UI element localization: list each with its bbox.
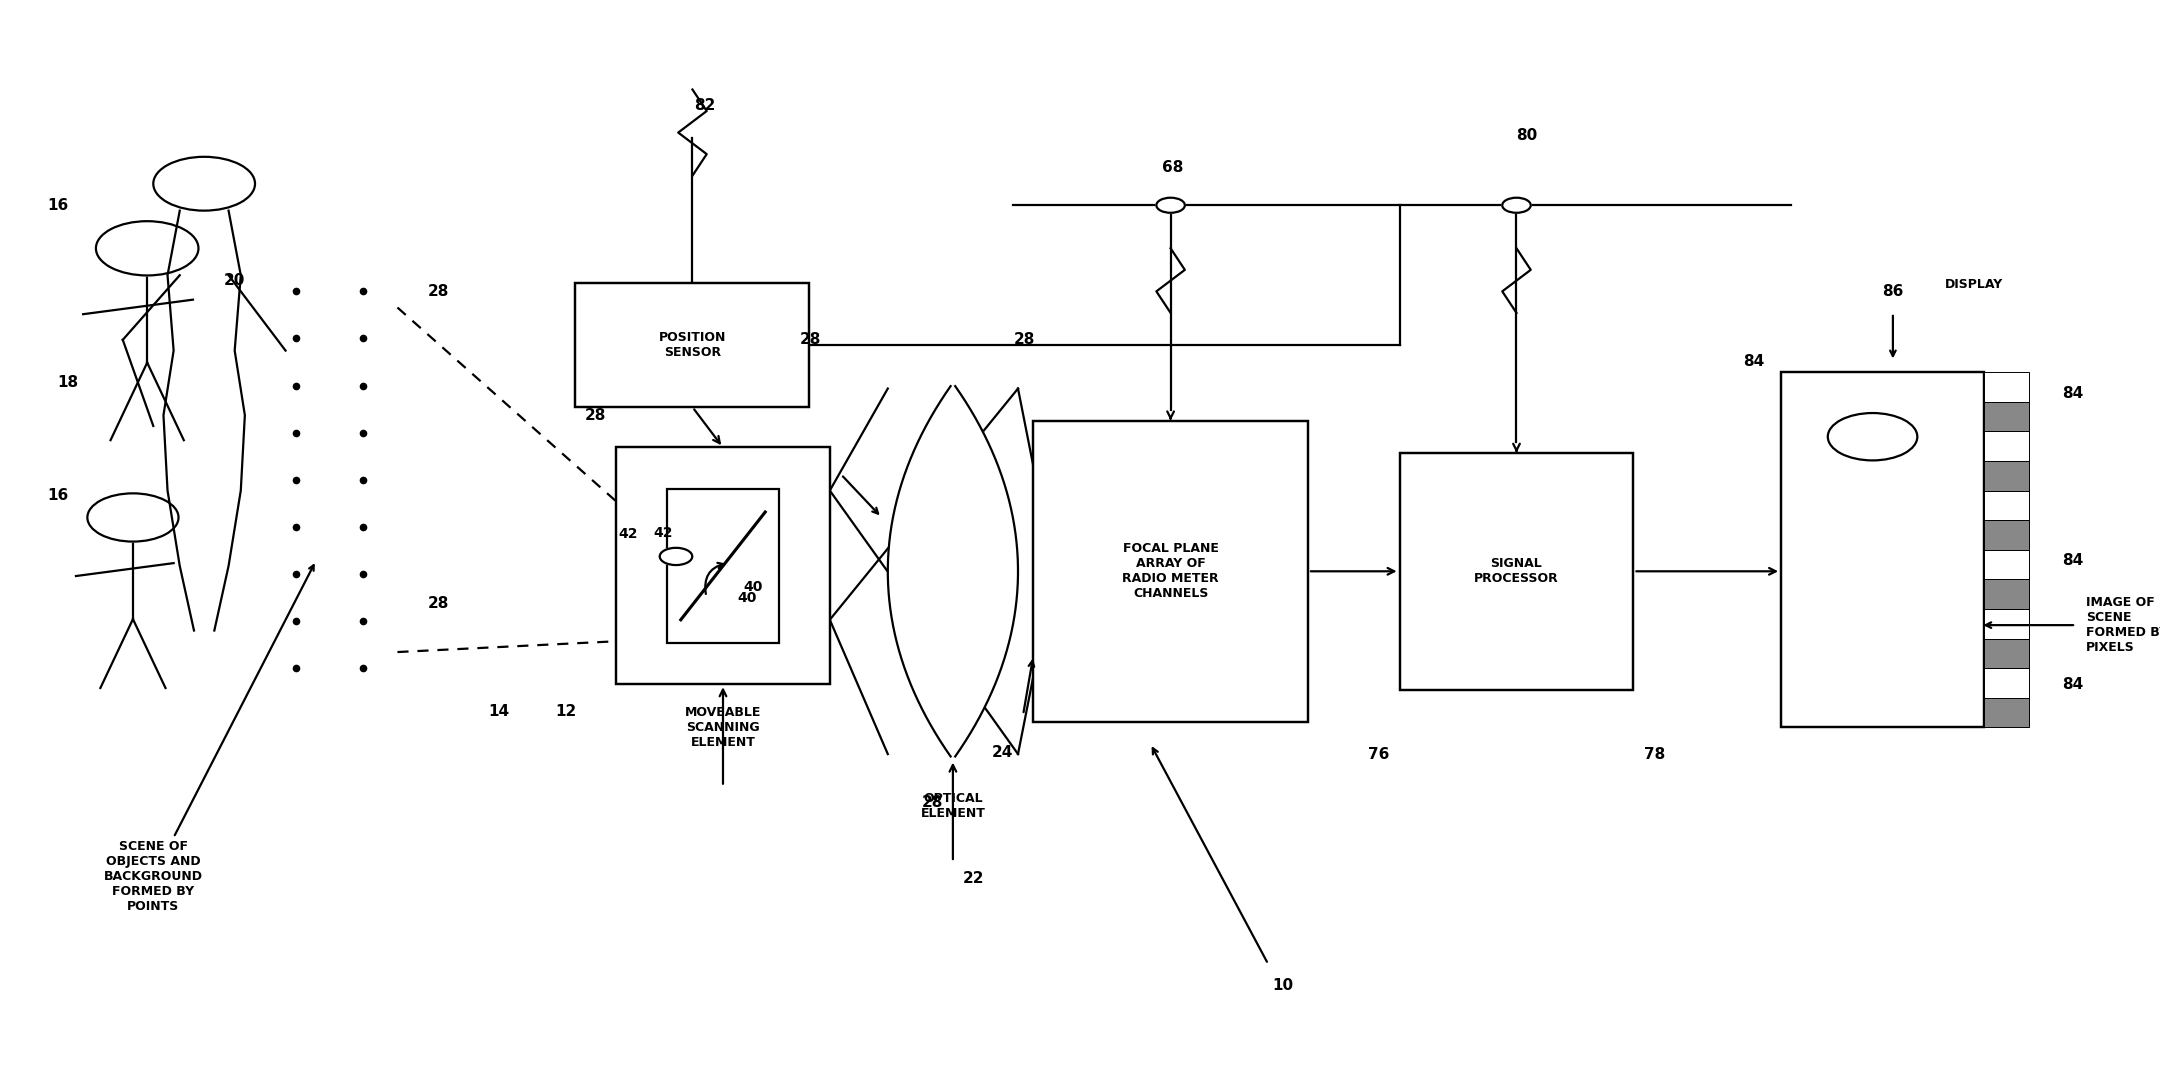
Text: 28: 28	[799, 332, 821, 347]
Text: 84: 84	[1743, 354, 1765, 369]
Text: 40: 40	[739, 591, 758, 605]
Bar	[1985, 521, 2028, 550]
Bar	[1985, 579, 2028, 609]
Text: OPTICAL
ELEMENT: OPTICAL ELEMENT	[920, 792, 985, 820]
Text: 78: 78	[1644, 747, 1665, 762]
Bar	[667, 489, 778, 642]
Bar	[1985, 697, 2028, 728]
Text: MOVEABLE
SCANNING
ELEMENT: MOVEABLE SCANNING ELEMENT	[685, 706, 760, 749]
Text: 14: 14	[488, 704, 510, 719]
Bar	[1985, 609, 2028, 638]
Circle shape	[1156, 197, 1186, 212]
Text: 68: 68	[1162, 160, 1184, 175]
Bar	[1985, 490, 2028, 521]
Bar	[1985, 372, 2028, 402]
Text: DISPLAY: DISPLAY	[1946, 278, 2004, 291]
Bar	[616, 447, 829, 685]
Bar	[1985, 431, 2028, 461]
Text: 28: 28	[585, 407, 607, 423]
Text: 24: 24	[991, 745, 1013, 760]
Text: 84: 84	[2063, 677, 2082, 692]
Circle shape	[1827, 413, 1918, 460]
Text: POSITION
SENSOR: POSITION SENSOR	[659, 331, 726, 359]
Text: 82: 82	[693, 98, 715, 113]
Text: 18: 18	[58, 375, 78, 390]
Bar	[1985, 668, 2028, 697]
Text: SIGNAL
PROCESSOR: SIGNAL PROCESSOR	[1473, 557, 1560, 585]
Text: 80: 80	[1516, 128, 1538, 142]
Text: 28: 28	[428, 596, 449, 611]
Text: 76: 76	[1367, 747, 1389, 762]
Bar	[1985, 638, 2028, 668]
Text: 84: 84	[2063, 553, 2082, 568]
Circle shape	[659, 548, 691, 565]
Bar	[1985, 402, 2028, 431]
Text: 28: 28	[1013, 332, 1035, 347]
Text: 22: 22	[963, 871, 985, 886]
Text: 20: 20	[225, 273, 246, 288]
Circle shape	[153, 156, 255, 210]
Circle shape	[95, 221, 199, 276]
Text: 10: 10	[1272, 979, 1294, 993]
Bar	[1032, 420, 1309, 722]
Text: 28: 28	[922, 796, 944, 811]
Text: 42: 42	[654, 526, 674, 540]
Text: 42: 42	[618, 527, 637, 540]
Text: SCENE OF
OBJECTS AND
BACKGROUND
FORMED BY
POINTS: SCENE OF OBJECTS AND BACKGROUND FORMED B…	[104, 565, 313, 913]
Bar	[1400, 453, 1633, 690]
Text: 16: 16	[48, 197, 69, 212]
Text: 28: 28	[428, 284, 449, 299]
Text: 16: 16	[48, 488, 69, 503]
Circle shape	[1501, 197, 1531, 212]
Text: IMAGE OF
SCENE
FORMED BY
PIXELS: IMAGE OF SCENE FORMED BY PIXELS	[2087, 596, 2160, 654]
Bar	[575, 284, 810, 407]
Bar	[1985, 461, 2028, 490]
Circle shape	[86, 494, 179, 541]
Text: 86: 86	[1881, 284, 1903, 299]
Text: FOCAL PLANE
ARRAY OF
RADIO METER
CHANNELS: FOCAL PLANE ARRAY OF RADIO METER CHANNEL…	[1123, 542, 1218, 600]
Text: 84: 84	[2063, 386, 2082, 401]
Text: 40: 40	[743, 580, 762, 594]
Polygon shape	[888, 386, 1017, 757]
Bar	[1782, 372, 1985, 728]
Bar	[1985, 550, 2028, 579]
Text: 12: 12	[555, 704, 577, 719]
